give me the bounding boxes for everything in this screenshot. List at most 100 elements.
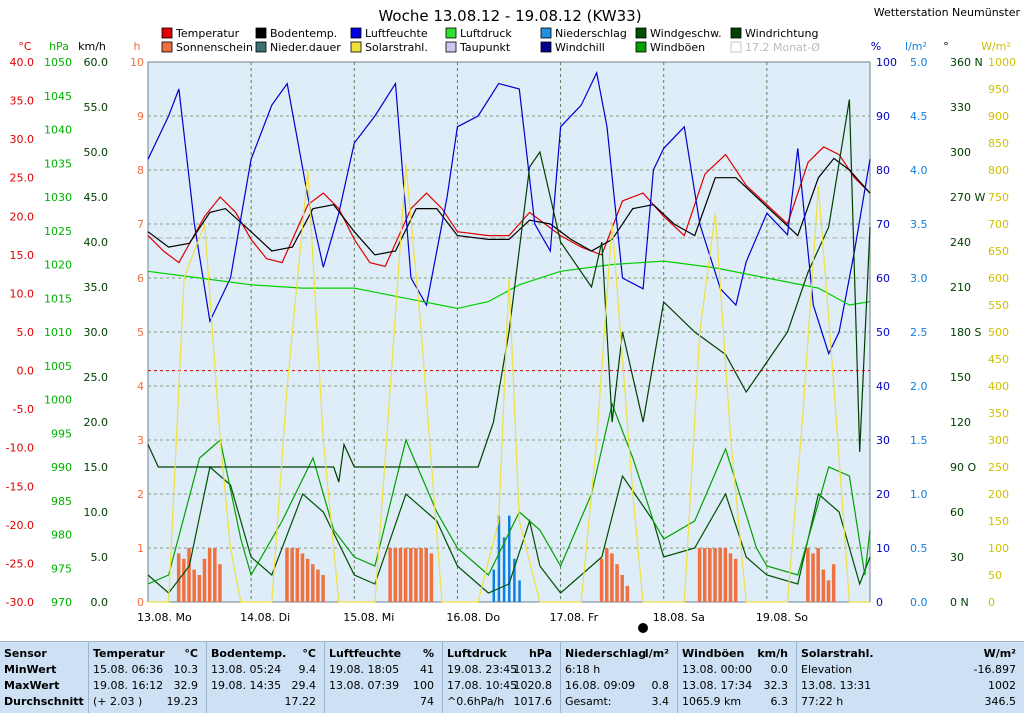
legend-label: Windgeschw.: [650, 27, 722, 40]
direction-axis-tick-label: 300: [950, 146, 971, 159]
sunshine-bar: [414, 548, 418, 602]
precip-axis-tick-label: 4.0: [910, 164, 928, 177]
sunshine-bar: [697, 548, 702, 602]
wind-axis-tick-label: 60.0: [84, 56, 109, 69]
legend-label: Niederschlag: [555, 27, 627, 40]
stats-cell-value: 6.3: [770, 695, 789, 708]
pressure-axis-tick-label: 1035: [44, 157, 72, 170]
legend-label: Luftfeuchte: [365, 27, 428, 40]
hours-axis-tick-label: 8: [137, 164, 144, 177]
legend-swatch: [161, 27, 173, 39]
stats-cell-value: 100: [413, 679, 434, 692]
sunshine-bar: [207, 548, 212, 602]
wind-axis-tick-label: 45.0: [84, 191, 109, 204]
stats-row: 13.08. 00:00 0.0: [682, 663, 792, 679]
stats-cell-time: 15.08. 06:36: [93, 663, 164, 676]
pressure-axis-tick-label: 1015: [44, 292, 72, 305]
temp-axis-tick-label: -15.0: [6, 480, 34, 493]
stats-cell-value: 17.22: [284, 695, 317, 708]
sunshine-bar: [187, 548, 191, 602]
pressure-axis-tick-label: 995: [51, 427, 72, 440]
stats-row: 17.08. 10:45 1020.8: [447, 679, 556, 695]
stats-row: Durchschnitt: [4, 695, 84, 711]
sunshine-bar: [393, 548, 398, 602]
pressure-axis-tick-label: 1020: [44, 259, 72, 272]
direction-axis-tick-label: 360 N: [950, 56, 983, 69]
solar-axis-tick-label: 350: [988, 407, 1009, 420]
wind-axis-tick-label: 40.0: [84, 236, 109, 249]
stats-header: Luftfeuchte%: [329, 647, 438, 663]
solar-axis-tick-label: 400: [988, 380, 1009, 393]
temp-axis-tick-label: 0.0: [17, 365, 35, 378]
x-tick-label: 18.08. Sa: [653, 611, 705, 624]
stats-row: 74: [329, 695, 438, 711]
hours-axis-tick-label: 10: [130, 56, 144, 69]
gust-line: [147, 401, 871, 585]
legend-swatch: [255, 27, 267, 39]
stats-row: ^0.6hPa/h 1017.6: [447, 695, 556, 711]
sunshine-bar: [826, 580, 831, 602]
precipitation-bar: [513, 558, 516, 602]
humidity-axis-tick-label: 90: [876, 110, 890, 123]
temp-axis-tick-label: -30.0: [6, 596, 34, 609]
stats-cell-time: 13.08. 05:24: [211, 663, 282, 676]
x-tick-label: 15.08. Mi: [343, 611, 394, 624]
stats-header: Luftdruck hPa: [447, 647, 556, 663]
sunshine-bar: [424, 548, 428, 602]
direction-axis-tick-label: 90 O: [950, 461, 976, 474]
sunshine-bar: [708, 548, 712, 602]
solar-axis-tick-label: 650: [988, 245, 1009, 258]
sunshine-bar: [723, 548, 728, 602]
legend-swatch: [540, 41, 552, 53]
wind-axis-tick-label: 15.0: [84, 461, 109, 474]
stats-row: 77:22 h 346.5: [801, 695, 1020, 711]
temp-axis-tick-label: 10.0: [10, 287, 35, 300]
solar-axis-tick-label: 900: [988, 110, 1009, 123]
bars: [176, 515, 836, 602]
solar-axis-tick-label: 700: [988, 218, 1009, 231]
direction-axis-tick-label: 180 S: [950, 326, 981, 339]
wind-axis-tick-label: 50.0: [84, 146, 109, 159]
stats-column: Windböen km/h 13.08. 00:00 0.0 13.08. 17:34 3…: [677, 642, 796, 713]
stats-header-unit: °C: [302, 647, 316, 660]
stats-header: Bodentemp. °C: [211, 647, 320, 663]
stats-cell-value: 346.5: [984, 695, 1017, 708]
pressure-axis-tick-label: 1005: [44, 360, 72, 373]
direction-axis-tick-label: 0 N: [950, 596, 969, 609]
solar-axis-tick-label: 500: [988, 326, 1009, 339]
hours-axis-tick-label: 5: [137, 326, 144, 339]
precipitation-bar: [502, 537, 506, 602]
axis-unit-label: W/m²: [981, 40, 1011, 53]
sunshine-bar: [816, 548, 820, 602]
stats-row: 19.08. 16:12 32.9: [93, 679, 202, 695]
statistics-panel: Sensor MinWert MaxWert Durchschnitt Temperat…: [0, 641, 1024, 713]
stats-cell-value: 32.3: [763, 679, 789, 692]
stats-column: Solarstrahl. W/m² Elevation -16.897 13.08. 1…: [796, 642, 1024, 713]
x-tick-label: 16.08. Do: [446, 611, 500, 624]
legend-swatch: [635, 27, 647, 39]
direction-axis-tick-label: 60: [950, 506, 964, 519]
legend-label: Luftdruck: [460, 27, 512, 40]
solar-axis-tick-label: 950: [988, 83, 1009, 96]
stats-cell-time: 13.08. 07:39: [329, 679, 400, 692]
stats-cell-time: 16.08. 09:09: [565, 679, 636, 692]
sunshine-bar: [290, 548, 294, 602]
solar-axis-tick-label: 300: [988, 434, 1009, 447]
stats-header-title: Sensor: [4, 647, 47, 660]
hours-axis-tick-label: 0: [137, 596, 144, 609]
sunshine-bar: [604, 548, 609, 602]
precip-axis-tick-label: 0.5: [910, 542, 928, 555]
precip-axis-tick-label: 5.0: [910, 56, 928, 69]
wind-axis-tick-label: 20.0: [84, 416, 109, 429]
legend-label: Solarstrahl.: [365, 41, 428, 54]
direction-axis-tick-label: 240: [950, 236, 971, 249]
temperature-line: [147, 146, 871, 268]
precipitation-bar: [492, 569, 496, 602]
stats-row: 13.08. 17:34 32.3: [682, 679, 792, 695]
humidity-axis-tick-label: 0: [876, 596, 883, 609]
stats-cell-value: 74: [420, 695, 434, 708]
stats-cell-value: 0.8: [651, 679, 670, 692]
wind-axis-tick-label: 10.0: [84, 506, 109, 519]
solar-axis-tick-label: 750: [988, 191, 1009, 204]
stats-cell-value: 29.4: [291, 679, 317, 692]
